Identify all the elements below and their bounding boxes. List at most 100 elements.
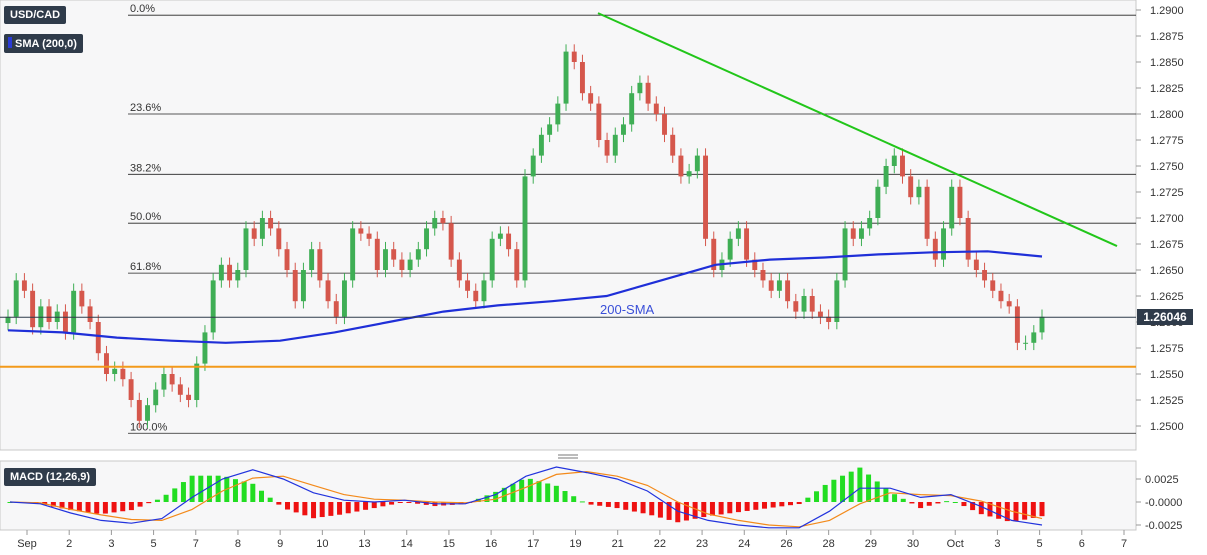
macd-histogram-bar [94,502,100,514]
time-tick-label: 14 [401,538,413,550]
macd-histogram-bar [553,485,559,502]
candle-body [604,140,610,156]
price-tick-label: 1.2550 [1150,369,1184,381]
macd-histogram-bar [579,501,585,503]
macd-histogram-bar [215,475,221,502]
candle-body [588,93,594,104]
candle-body [432,218,438,229]
macd-histogram-bar [909,502,915,504]
macd-histogram-bar [788,502,794,506]
macd-histogram-bar [874,481,880,502]
last-price-tag: 1.26046 [1137,309,1193,326]
candle-body [169,374,175,385]
macd-histogram-bar [857,467,863,502]
candle-body [883,166,889,187]
candle-body [678,155,684,177]
candle-body [941,228,946,260]
macd-histogram-bar [267,497,273,502]
candle-body [399,259,405,270]
price-tick-label: 1.2500 [1150,421,1184,433]
candle-body [1014,306,1020,343]
candle-body [62,311,68,333]
candle-body [358,228,364,234]
time-tick-label: 22 [654,538,666,550]
macd-histogram-bar [1030,502,1036,518]
candle-body [424,228,429,250]
fib-label-2: 38.2% [130,162,161,174]
macd-histogram-bar [328,502,334,516]
macd-histogram-bar [562,491,568,502]
macd-histogram-bar [198,475,204,502]
macd-histogram-bar [258,490,264,502]
time-tick-label: 9 [277,538,283,550]
fib-label-4: 61.8% [130,261,161,273]
price-tick-label: 1.2875 [1150,31,1184,43]
macd-histogram-bar [232,479,238,502]
symbol-tag: USD/CAD [4,6,67,24]
candle-body [161,374,167,390]
macd-histogram-bar [770,502,776,508]
indicator-label: SMA (200,0) [15,38,77,50]
macd-histogram-bar [822,484,828,502]
candle-body [703,155,709,239]
macd-histogram-bar [692,502,698,519]
candle-body [735,228,741,239]
candle-body [333,301,339,317]
indicator-swatch [8,37,12,48]
macd-histogram-bar [102,502,108,514]
candle-body [465,280,471,291]
price-tick-label: 1.2775 [1150,135,1184,147]
candle-body [5,316,11,324]
candle-body [153,389,159,406]
macd-histogram-bar [683,502,689,521]
candle-body [227,264,233,281]
fib-label-1: 23.6% [130,102,161,114]
candle-body [284,249,290,270]
candle-body [744,228,750,260]
candle-body [727,238,733,260]
macd-histogram-bar [918,502,924,509]
candle-body [834,280,840,322]
macd-histogram-bar [961,502,967,507]
price-tick-label: 1.2900 [1150,5,1184,17]
candle-body [916,186,922,198]
macd-histogram-bar [831,479,837,502]
candle-body [128,379,134,400]
macd-histogram-bar [761,502,767,509]
candle-body [809,296,815,312]
macd-histogram-bar [935,502,941,504]
macd-histogram-bar [545,483,551,502]
candle-body [259,218,265,239]
macd-histogram-bar [779,502,785,507]
macd-histogram-bar [744,502,750,511]
candle-body [407,259,413,270]
candle-body [785,280,791,302]
macd-histogram-bar [631,502,637,512]
macd-histogram-bar [501,487,507,502]
price-tick-label: 1.2675 [1150,239,1184,251]
time-tick-label: 15 [443,538,455,550]
candle-body [120,368,126,380]
candle-body [645,82,651,104]
candle-body [867,218,873,229]
candle-body [555,103,561,125]
macd-histogram-bar [970,502,976,511]
time-tick-label: 3 [994,538,1000,550]
macd-histogram-bar [727,502,733,514]
candle-body [251,228,257,239]
candle-body [563,51,569,104]
price-tick-label: 1.2700 [1150,213,1184,225]
candle-body [481,280,487,302]
candle-body [309,249,315,270]
candle-body [473,290,479,302]
candle-body [95,322,101,354]
candle-body [104,353,109,374]
macd-panel [0,460,1137,531]
candle-body [530,155,536,177]
macd-histogram-bar [345,502,351,514]
macd-histogram-bar [363,502,369,510]
candle-body [112,368,118,374]
candle-body [440,218,446,224]
fib-label-0: 0.0% [130,3,155,15]
candle-body [547,124,553,135]
